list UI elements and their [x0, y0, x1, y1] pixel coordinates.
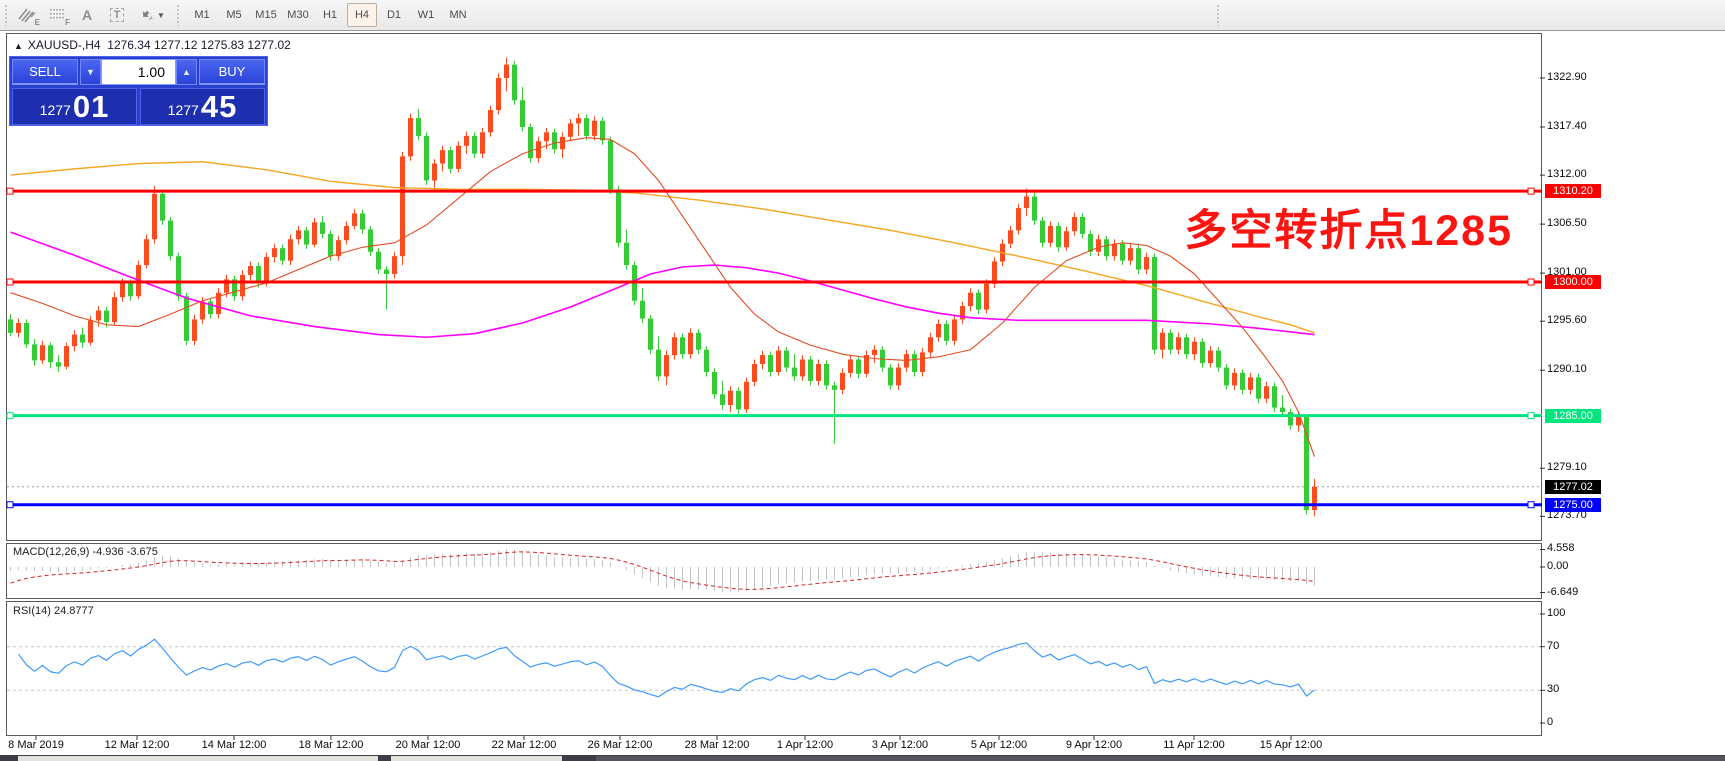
rsi-scale-label: 100: [1547, 607, 1566, 619]
arrows-glyph: [143, 10, 155, 20]
toolbar-grip-2[interactable]: [176, 4, 181, 26]
timeframe-button-m30[interactable]: M30: [287, 9, 309, 21]
buy-button[interactable]: BUY: [199, 59, 265, 85]
date-tick-label: 28 Mar 12:00: [684, 739, 750, 751]
timeframe-button-w1[interactable]: W1: [417, 9, 435, 21]
buy-price-display[interactable]: 1277 45: [140, 88, 265, 125]
ma-fast-red[interactable]: [10, 137, 1316, 457]
candles: [8, 57, 1317, 517]
volume-up-button[interactable]: ▲: [176, 59, 197, 85]
collapse-arrow-icon[interactable]: ▲: [14, 41, 23, 51]
macd-pane[interactable]: [6, 543, 1542, 599]
date-tick-label: 1 Apr 12:00: [776, 739, 834, 751]
timeframe-button-m1[interactable]: M1: [194, 9, 210, 21]
date-tick-label: 9 Apr 12:00: [1065, 739, 1123, 751]
date-tick-label: 22 Mar 12:00: [491, 739, 557, 751]
price-badge-1285.00: 1285.00: [1545, 408, 1601, 423]
price-badge-1300.00: 1300.00: [1545, 275, 1601, 290]
date-tick-label: 12 Mar 12:00: [104, 739, 170, 751]
timeframe-button-m15[interactable]: M15: [255, 9, 277, 21]
line-handle[interactable]: [1527, 187, 1535, 195]
chevron-down-icon: ▼: [157, 10, 165, 20]
ma-medium-magenta[interactable]: [10, 231, 1315, 339]
price-tick-label: 1279.10: [1547, 461, 1587, 474]
taskbar-strip: [0, 755, 1725, 761]
date-tick-label: 3 Apr 12:00: [871, 739, 929, 751]
date-tick-label: 5 Apr 12:00: [970, 739, 1028, 751]
taskbar-segment: [596, 756, 1725, 761]
date-tick-label: 14 Mar 12:00: [201, 739, 267, 751]
toolbar-grip[interactable]: [4, 4, 9, 26]
volume-input[interactable]: 1.00: [101, 59, 176, 85]
macd-histogram: [10, 549, 1315, 592]
date-axis[interactable]: 8 Mar 2019 12 Mar 12:00 14 Mar 12:00 18 Mar…: [0, 737, 1725, 755]
timeframe-button-h4[interactable]: H4: [347, 3, 377, 27]
rsi-scale-label: 70: [1547, 639, 1560, 652]
timeframe-button-h1[interactable]: H1: [322, 9, 338, 21]
timeframe-button-m5[interactable]: M5: [226, 9, 242, 21]
line-handle[interactable]: [6, 412, 14, 420]
arrows-tool-icon[interactable]: ▼: [132, 2, 172, 28]
macd-label: MACD(12,26,9) -4.936 -3.675: [13, 546, 158, 558]
sell-button[interactable]: SELL: [12, 59, 78, 85]
date-tick-label: 11 Apr 12:00: [1163, 739, 1225, 751]
line-handle[interactable]: [1527, 501, 1535, 509]
taskbar-segment[interactable]: [391, 756, 562, 761]
rsi-scale-label: 30: [1547, 683, 1560, 696]
symbol-name: XAUUSD-,H4: [27, 38, 101, 52]
ma-slow-orange[interactable]: [10, 161, 1315, 334]
price-tick-label: 1290.10: [1547, 363, 1587, 376]
rsi-label: RSI(14) 24.8777: [13, 605, 94, 617]
symbol-ohlc: 1276.34 1277.12 1275.83 1277.02: [107, 38, 291, 52]
date-tick-label: 8 Mar 2019: [8, 739, 64, 751]
volume-down-button[interactable]: ▼: [80, 59, 101, 85]
price-axis[interactable]: 1322.90 1317.40 1312.00 1306.50 1301.00 1295.…: [1543, 33, 1725, 755]
symbol-header: ▲ XAUUSD-,H4 1276.34 1277.12 1275.83 1277…: [14, 38, 291, 52]
price-tick-label: 1322.90: [1547, 71, 1587, 83]
price-tick-label: 1295.60: [1547, 314, 1587, 327]
macd-signal-line: [10, 551, 1315, 590]
date-tick-label: 20 Mar 12:00: [395, 739, 461, 751]
price-badge-1275.00: 1275.00: [1545, 497, 1601, 512]
letter-a-icon[interactable]: A: [81, 7, 93, 23]
line-handle[interactable]: [6, 501, 14, 509]
price-tick-label: 1317.40: [1547, 119, 1587, 132]
timeframe-button-d1[interactable]: D1: [386, 9, 402, 21]
draw-styles-icon[interactable]: E: [12, 2, 42, 28]
macd-scale-label: 4.558: [1547, 542, 1575, 555]
price-badge-1310.20: 1310.20: [1545, 184, 1601, 199]
rsi-line: [18, 638, 1315, 698]
line-handle[interactable]: [1527, 278, 1535, 286]
rsi-pane[interactable]: [6, 601, 1542, 736]
toolbar: E F A T ▼ M1: [0, 0, 1725, 31]
line-handle[interactable]: [6, 187, 14, 195]
price-badge-1277.02: 1277.02: [1545, 479, 1601, 494]
horizontal-level-lines[interactable]: [6, 187, 1542, 509]
timeframe-button-mn[interactable]: MN: [449, 9, 467, 21]
grid-properties-icon[interactable]: F: [42, 2, 72, 28]
date-tick-label: 18 Mar 12:00: [298, 739, 364, 751]
price-tick-label: 1273.70: [1547, 509, 1587, 522]
rsi-scale-label: 0: [1547, 716, 1554, 728]
price-tick-label: 1312.00: [1547, 168, 1587, 181]
one-click-trading-panel: SELL ▼ 1.00 ▲ BUY 1277 01 1277 45: [9, 56, 268, 126]
text-label-icon[interactable]: T: [102, 2, 132, 28]
sell-price-display[interactable]: 1277 01: [12, 88, 137, 125]
date-tick-label: 26 Mar 12:00: [587, 739, 653, 751]
timeframe-group: M1 M5 M15 M30 H1 H4 D1 W1 MN: [186, 0, 474, 30]
line-handle[interactable]: [6, 278, 14, 286]
line-handle[interactable]: [1527, 412, 1535, 420]
macd-scale-label: 0.00: [1547, 560, 1569, 572]
drawing-tools-group: E F A T ▼: [12, 0, 172, 30]
taskbar-segment[interactable]: [18, 756, 378, 761]
toolbar-grip-3[interactable]: [1216, 4, 1221, 26]
price-tick-label: 1306.50: [1547, 217, 1587, 230]
macd-scale-label: -6.649: [1547, 585, 1579, 598]
date-tick-label: 15 Apr 12:00: [1259, 739, 1323, 751]
chart-annotation-text[interactable]: 多空转折点1285: [1184, 207, 1513, 255]
